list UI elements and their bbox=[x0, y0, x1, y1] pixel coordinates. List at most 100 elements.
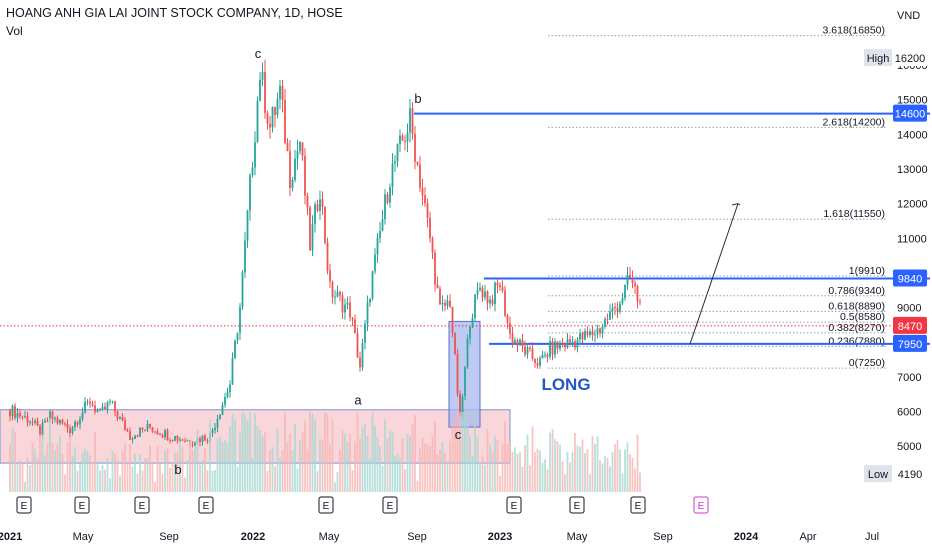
currency-label[interactable]: VND bbox=[897, 10, 921, 22]
candle-body bbox=[44, 420, 46, 423]
volume-bar bbox=[591, 436, 594, 492]
volume-bar bbox=[344, 433, 346, 492]
volume-bar bbox=[271, 447, 274, 492]
candle-body bbox=[544, 354, 546, 356]
volume-bar bbox=[111, 451, 114, 492]
volume-bar bbox=[276, 428, 279, 492]
candle-body bbox=[61, 419, 64, 424]
candle-body bbox=[271, 106, 274, 128]
candle-body bbox=[234, 340, 236, 359]
volume-bar bbox=[381, 465, 384, 492]
earnings-marker bbox=[630, 496, 646, 514]
candle-body bbox=[376, 237, 379, 255]
volume-bar bbox=[511, 452, 514, 492]
candle-body bbox=[254, 142, 256, 168]
volume-bar bbox=[466, 412, 469, 492]
volume-bar bbox=[179, 443, 181, 492]
candle-body bbox=[151, 427, 154, 432]
y-tick-label: 12000 bbox=[897, 199, 928, 211]
volume-bar bbox=[284, 412, 286, 492]
candle-body bbox=[459, 393, 461, 417]
volume-bar bbox=[394, 456, 396, 492]
candle-body bbox=[524, 345, 526, 355]
candle-body bbox=[304, 155, 306, 196]
x-tick-label: 2023 bbox=[488, 531, 512, 543]
candle-body bbox=[331, 281, 334, 298]
candle-body bbox=[349, 302, 351, 318]
candle-body bbox=[24, 416, 26, 418]
volume-bar bbox=[54, 450, 56, 492]
volume-bar bbox=[614, 444, 616, 492]
volume-bar bbox=[509, 441, 511, 492]
candle-body bbox=[19, 412, 21, 417]
candle-body bbox=[59, 419, 61, 424]
volume-bar bbox=[601, 463, 604, 492]
volume-bar bbox=[366, 435, 369, 492]
volume-bar bbox=[474, 412, 476, 492]
volume-bar bbox=[61, 453, 64, 492]
volume-bar bbox=[119, 475, 121, 492]
volume-bar bbox=[274, 466, 276, 492]
candle-body bbox=[386, 194, 389, 203]
candle-body bbox=[36, 420, 39, 426]
candle-body bbox=[199, 437, 201, 443]
fib-level-label: 0(7250) bbox=[849, 357, 885, 369]
candle-body bbox=[224, 396, 226, 405]
volume-bar bbox=[569, 462, 571, 492]
candle-body bbox=[9, 409, 11, 417]
candle-body bbox=[334, 296, 336, 298]
volume-bar bbox=[211, 470, 214, 492]
candle-body bbox=[296, 151, 299, 159]
volume-bar bbox=[531, 426, 534, 492]
volume-bar bbox=[279, 458, 281, 492]
axis-badge-value: 14600 bbox=[895, 109, 926, 121]
candle-body bbox=[521, 339, 524, 346]
candle-body bbox=[416, 161, 419, 165]
volume-bar bbox=[389, 430, 391, 492]
candle-body bbox=[51, 411, 54, 419]
volume-bar bbox=[206, 470, 209, 492]
candle-body bbox=[281, 85, 284, 101]
volume-bar bbox=[251, 457, 254, 492]
volume-bar bbox=[421, 437, 424, 492]
volume-bar bbox=[451, 423, 454, 492]
volume-bar bbox=[291, 450, 294, 492]
x-tick-label: May bbox=[319, 531, 340, 543]
volume-bar bbox=[24, 481, 26, 492]
candle-body bbox=[411, 108, 414, 134]
candle-body bbox=[94, 405, 96, 412]
candle-body bbox=[56, 417, 59, 424]
volume-bar bbox=[631, 457, 634, 492]
volume-bar bbox=[159, 463, 161, 492]
candle-body bbox=[456, 353, 459, 394]
volume-bar bbox=[129, 444, 131, 492]
volume-bar bbox=[579, 446, 581, 492]
volume-bar bbox=[171, 462, 174, 492]
volume-bar bbox=[544, 459, 546, 492]
candle-body bbox=[541, 354, 544, 359]
earnings-marker-label: E bbox=[203, 501, 210, 512]
volume-bar bbox=[254, 413, 256, 492]
candle-body bbox=[366, 302, 369, 324]
volume-bar bbox=[204, 448, 206, 492]
volume-bar bbox=[39, 434, 41, 492]
volume-bar bbox=[296, 468, 299, 492]
candle-body bbox=[216, 418, 219, 428]
volume-bar bbox=[326, 413, 329, 492]
volume-bar bbox=[516, 453, 519, 492]
volume-legend[interactable]: Vol bbox=[6, 24, 23, 38]
volume-bar bbox=[136, 473, 139, 492]
candle-body bbox=[579, 333, 581, 340]
candle-body bbox=[529, 347, 531, 349]
volume-bar bbox=[281, 449, 284, 492]
candle-body bbox=[564, 344, 566, 348]
volume-bar bbox=[199, 464, 201, 492]
candle-body bbox=[401, 135, 404, 141]
candle-body bbox=[121, 416, 124, 420]
candle-body bbox=[181, 439, 184, 441]
candle-body bbox=[249, 175, 251, 211]
candle-body bbox=[584, 331, 586, 340]
volume-bar bbox=[609, 466, 611, 492]
axis-badge-bg bbox=[893, 465, 927, 483]
